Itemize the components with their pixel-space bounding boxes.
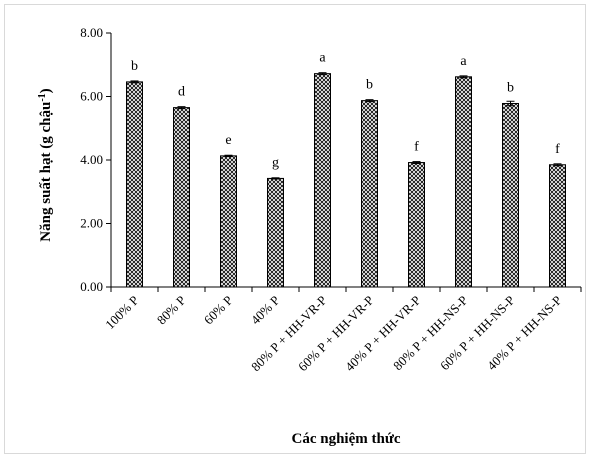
significance-letter: a	[319, 51, 326, 66]
plot-area: 0.00 2.00 4.00 6.00 8.00 b 100% P d 80% P e 60% P g…	[80, 25, 582, 374]
y-tick-label: 4.00	[80, 152, 103, 167]
significance-letter: e	[225, 133, 231, 148]
bar	[220, 155, 237, 288]
svg-text:Năng suất hạt (g chậu-1): Năng suất hạt (g chậu-1)	[37, 88, 55, 241]
significance-letter: d	[178, 85, 185, 100]
x-tick-label: 40% P	[248, 293, 283, 328]
significance-letter: f	[414, 140, 419, 155]
y-axis-title: Năng suất hạt (g chậu-1)	[37, 88, 55, 241]
y-tick-label: 2.00	[80, 216, 103, 231]
significance-letter: f	[555, 142, 560, 157]
bar	[126, 81, 143, 288]
significance-letter: b	[131, 59, 138, 74]
y-tick-label: 0.00	[80, 279, 103, 294]
bar	[549, 164, 566, 288]
x-tick-label: 100% P	[102, 293, 141, 332]
significance-letter: b	[366, 78, 373, 93]
bar	[502, 102, 519, 288]
x-tick-label: 80% P	[154, 293, 189, 328]
significance-letter: a	[460, 54, 467, 69]
x-axis-title: Các nghiệm thức	[292, 431, 401, 447]
y-tick-label: 6.00	[80, 89, 103, 104]
significance-letter: g	[272, 155, 279, 170]
bar	[455, 76, 472, 288]
x-tick-label: 60% P	[201, 293, 236, 328]
bar	[173, 107, 190, 288]
significance-letter: b	[507, 80, 514, 95]
bar	[314, 73, 331, 288]
y-tick-label: 8.00	[80, 25, 103, 40]
chart-frame	[4, 4, 586, 454]
bar	[408, 162, 425, 288]
bar	[267, 177, 284, 288]
bar	[361, 100, 378, 288]
